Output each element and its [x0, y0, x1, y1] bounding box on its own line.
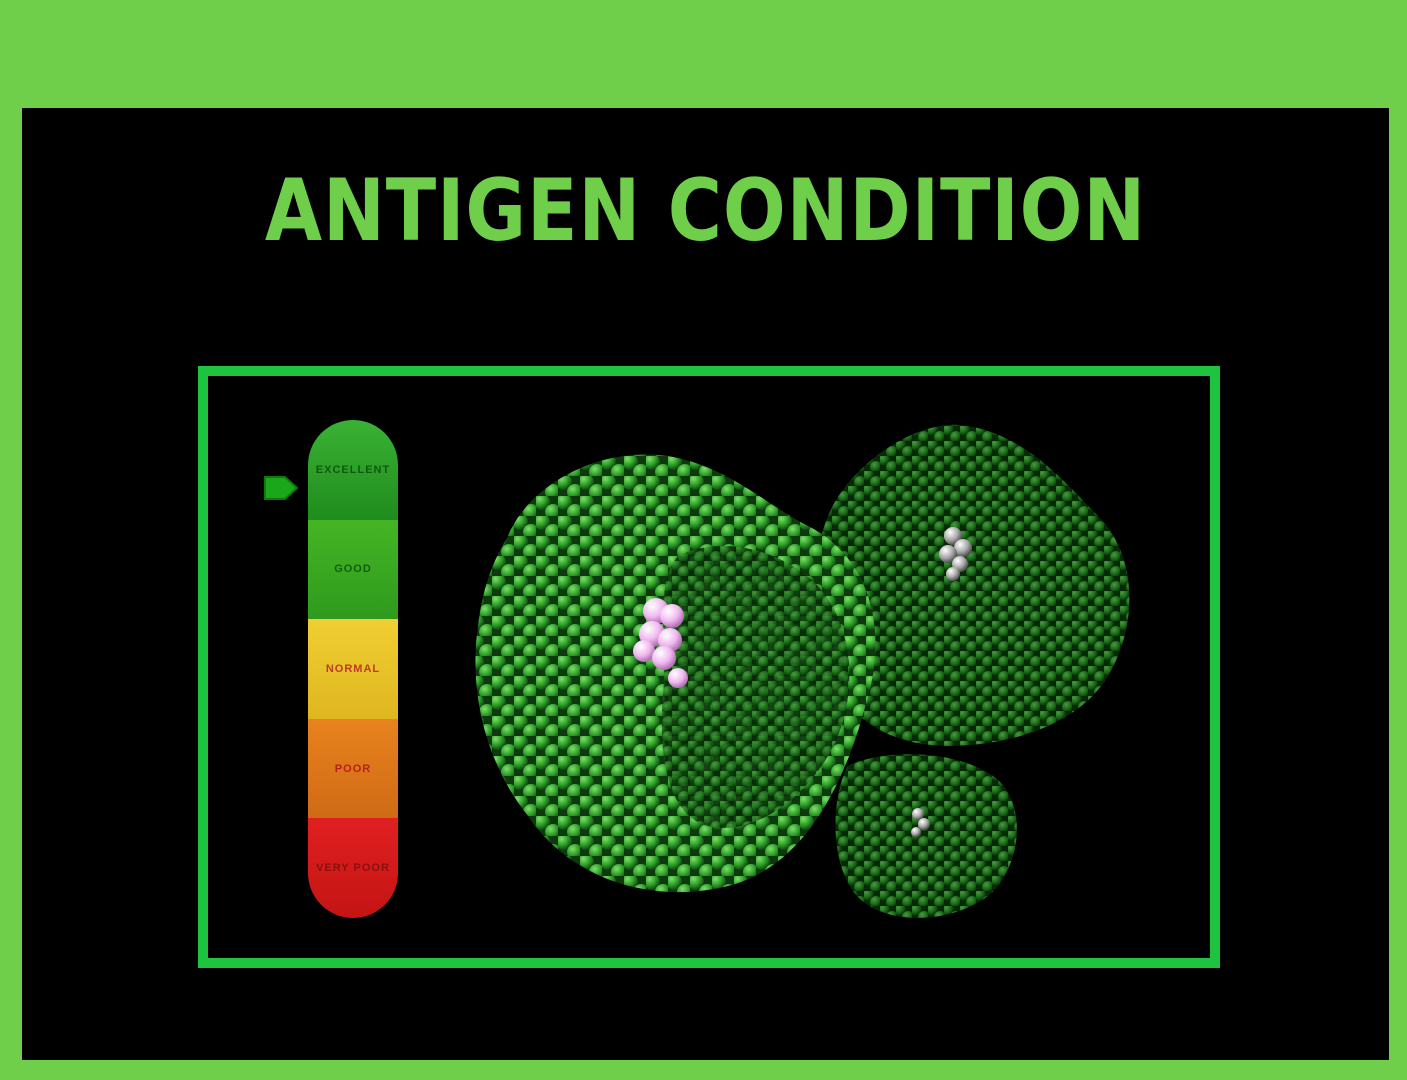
condition-meter: EXCELLENT GOOD NORMAL POOR VERY POOR — [308, 420, 398, 918]
gray-ligand-small — [911, 808, 930, 837]
meter-level-label: GOOD — [334, 563, 372, 576]
pink-ligand — [633, 598, 688, 688]
meter-level-label: EXCELLENT — [315, 463, 391, 476]
meter-level-excellent: EXCELLENT — [308, 420, 398, 520]
meter-level-very-poor: VERY POOR — [308, 818, 398, 918]
protein-molecule-icon — [475, 424, 1130, 918]
gray-ligand — [939, 527, 972, 581]
top-bar — [0, 0, 1407, 108]
meter-level-label: POOR — [334, 762, 372, 775]
main-panel: ANTIGEN CONDITION EXCELLENT GOOD NORMAL … — [22, 108, 1389, 1060]
meter-level-label: NORMAL — [325, 662, 381, 675]
meter-level-normal: NORMAL — [308, 619, 398, 719]
pointer-arrow-icon — [264, 476, 299, 500]
page-title: ANTIGEN CONDITION — [264, 161, 1147, 261]
antigen-viewer: EXCELLENT GOOD NORMAL POOR VERY POOR — [198, 366, 1220, 968]
meter-level-label: VERY POOR — [316, 862, 390, 875]
meter-level-good: GOOD — [308, 519, 398, 620]
meter-level-poor: POOR — [308, 718, 398, 819]
